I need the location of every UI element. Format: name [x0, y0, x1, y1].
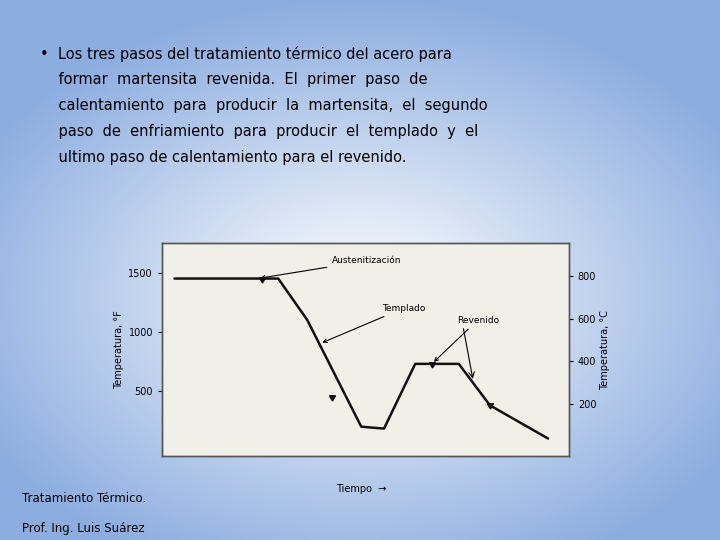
- Text: paso  de  enfriamiento  para  producir  el  templado  y  el: paso de enfriamiento para producir el te…: [40, 124, 478, 139]
- Text: formar  martensita  revenida.  El  primer  paso  de: formar martensita revenida. El primer pa…: [40, 72, 427, 87]
- Y-axis label: Temperatura, °C: Temperatura, °C: [600, 310, 611, 389]
- Text: Revenido: Revenido: [435, 315, 499, 361]
- Text: Prof. Ing. Luis Suárez: Prof. Ing. Luis Suárez: [22, 522, 144, 535]
- Text: Austenitización: Austenitización: [261, 256, 402, 279]
- Text: Tratamiento Térmico.: Tratamiento Térmico.: [22, 492, 145, 505]
- Text: Templado: Templado: [323, 303, 426, 342]
- Text: calentamiento  para  producir  la  martensita,  el  segundo: calentamiento para producir la martensit…: [40, 98, 487, 113]
- Text: •  Los tres pasos del tratamiento térmico del acero para: • Los tres pasos del tratamiento térmico…: [40, 46, 451, 62]
- Text: Tiempo  →: Tiempo →: [336, 483, 387, 494]
- Y-axis label: Temperatura, °F: Temperatura, °F: [114, 310, 124, 389]
- Text: ultimo paso de calentamiento para el revenido.: ultimo paso de calentamiento para el rev…: [40, 150, 406, 165]
